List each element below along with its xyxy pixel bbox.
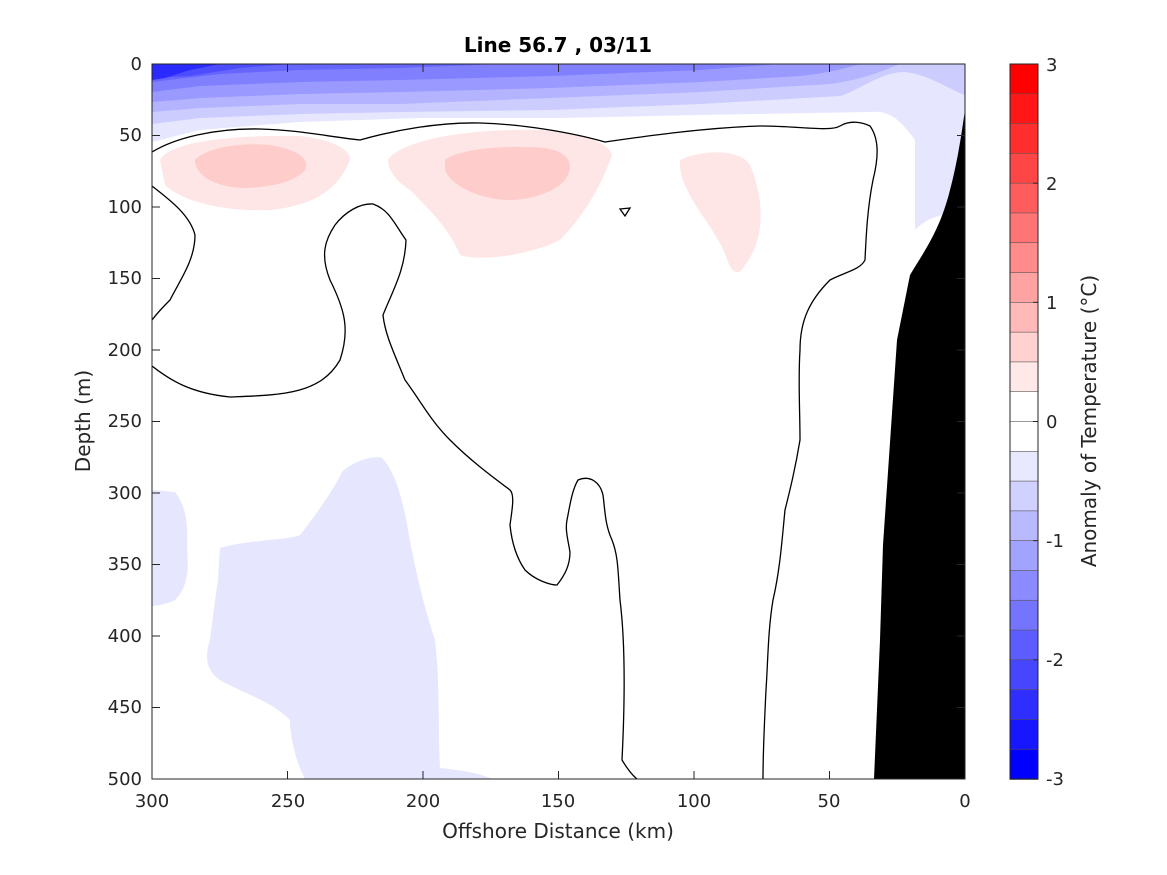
colorbar-cell <box>1009 421 1039 453</box>
y-tick-label: 250 <box>108 411 142 432</box>
colorbar-cell <box>1009 361 1039 393</box>
colorbar-cell <box>1009 93 1039 125</box>
warm-fill-core-1 <box>195 144 307 188</box>
y-axis: 0 50 100 150 200 250 300 350 400 450 500… <box>71 54 965 790</box>
colorbar-tick-label: 0 <box>1046 412 1057 433</box>
zero-contour-deep-tongue <box>152 185 196 321</box>
colorbar-cell <box>1009 480 1039 512</box>
colorbar-cell <box>1009 599 1039 631</box>
x-tick-label: 250 <box>271 791 305 812</box>
cold-fill-level-6 <box>152 64 500 82</box>
y-tick-label: 100 <box>108 197 142 218</box>
y-tick-label: 150 <box>108 268 142 289</box>
colorbar-cell <box>1009 659 1039 691</box>
colorbar-cell <box>1009 629 1039 661</box>
x-tick-label: 50 <box>818 791 841 812</box>
colorbar-cell <box>1009 719 1039 751</box>
x-axis-label: Offshore Distance (km) <box>442 819 674 843</box>
colorbar-tick-label: -2 <box>1046 650 1064 671</box>
deep-cold-fill-2 <box>207 457 492 779</box>
colorbar-cell <box>1009 510 1039 542</box>
colorbar-tick-label: 2 <box>1046 174 1057 195</box>
bathymetry <box>874 110 965 779</box>
warm-fill-lens-3 <box>680 152 761 273</box>
y-tick-label: 50 <box>119 125 142 146</box>
cold-fill-level-8 <box>152 64 220 80</box>
x-axis: 300 250 200 150 100 50 0 Offshore Distan… <box>135 64 971 843</box>
warm-fill-core-2 <box>445 146 570 200</box>
zero-contour-left-lobe <box>152 203 638 779</box>
colorbar-cell <box>1009 123 1039 155</box>
y-tick-label: 350 <box>108 554 142 575</box>
x-tick-label: 150 <box>541 791 575 812</box>
colorbar-cell <box>1009 302 1039 333</box>
colorbar-cell <box>1009 63 1039 95</box>
y-tick-label: 0 <box>131 54 142 75</box>
colorbar-tick-label: 3 <box>1046 55 1057 76</box>
cold-fill-level-5 <box>152 64 780 92</box>
colorbar-label: Anomaly of Temperature (°C) <box>1077 275 1101 567</box>
colorbar-cell <box>1009 570 1039 602</box>
colorbar-cell <box>1009 391 1039 423</box>
colorbar-tick-label: -1 <box>1046 531 1064 552</box>
y-tick-label: 450 <box>108 697 142 718</box>
deep-cold-fill-1 <box>152 490 188 606</box>
colorbar: 3 2 1 0 -1 -2 -3 Anomaly of Temperature … <box>1009 55 1101 790</box>
colorbar-tick-label: 1 <box>1046 293 1057 314</box>
colorbar-cell <box>1009 450 1039 482</box>
contour-fills <box>152 64 965 779</box>
colorbar-tick-label: -3 <box>1046 769 1064 790</box>
colorbar-cell <box>1009 331 1039 363</box>
x-tick-label: 200 <box>406 791 440 812</box>
colorbar-cell <box>1009 182 1039 214</box>
zero-contour-small-loop <box>618 207 632 218</box>
colorbar-cell <box>1009 242 1039 274</box>
colorbar-cell <box>1009 153 1039 184</box>
y-axis-label: Depth (m) <box>71 370 95 472</box>
plot-area <box>151 63 966 780</box>
chart-title: Line 56.7 , 03/11 <box>464 33 652 57</box>
y-tick-label: 500 <box>108 769 142 790</box>
zero-contours <box>152 121 878 779</box>
colorbar-cell <box>1009 689 1039 721</box>
x-tick-label: 100 <box>677 791 711 812</box>
colorbar-cell <box>1009 272 1039 304</box>
x-tick-label: 300 <box>135 791 169 812</box>
colorbar-cell <box>1009 212 1039 244</box>
colorbar-cell <box>1009 540 1039 572</box>
zero-contour-main <box>152 121 878 779</box>
y-tick-label: 300 <box>108 483 142 504</box>
x-tick-label: 0 <box>959 791 970 812</box>
y-tick-label: 400 <box>108 626 142 647</box>
y-tick-label: 200 <box>108 340 142 361</box>
colorbar-cell <box>1009 748 1039 780</box>
